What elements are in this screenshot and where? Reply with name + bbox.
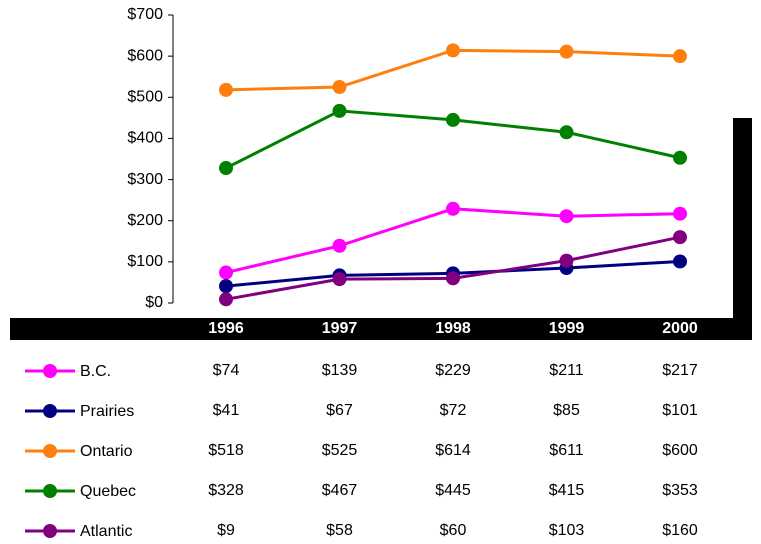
table-cell: $217: [662, 362, 698, 379]
table-cell: $139: [322, 362, 358, 379]
legend-label: Atlantic: [80, 523, 132, 540]
table-cell: $229: [435, 362, 471, 379]
legend-marker: [43, 444, 57, 458]
point: [446, 271, 460, 286]
header-bar: [10, 318, 752, 340]
point: [673, 49, 687, 64]
point: [673, 254, 687, 269]
x-tick-label: 1998: [435, 320, 471, 337]
table-cell: $445: [435, 482, 471, 499]
point: [446, 112, 460, 127]
table-cell: $353: [662, 482, 698, 499]
table-cell: $103: [549, 522, 585, 539]
table-cell: $518: [208, 442, 244, 459]
y-tick-label: $100: [127, 253, 163, 270]
x-tick-label: 2000: [662, 320, 698, 337]
point: [219, 161, 233, 176]
x-tick-label: 1997: [322, 320, 358, 337]
table-cell: $9: [217, 522, 235, 539]
table-cell: $58: [326, 522, 353, 539]
table-cell: $85: [553, 402, 580, 419]
legend-label: Quebec: [80, 483, 136, 500]
table-cell: $160: [662, 522, 698, 539]
table-cell: $101: [662, 402, 698, 419]
point: [219, 292, 233, 307]
table-cell: $525: [322, 442, 358, 459]
legend-marker: [43, 404, 57, 418]
x-tick-label: 1999: [549, 320, 585, 337]
table-cell: $611: [549, 442, 584, 459]
y-tick-label: $700: [127, 6, 163, 23]
point: [446, 201, 460, 216]
table-cell: $60: [440, 522, 467, 539]
table-cell: $614: [435, 442, 471, 459]
point: [559, 253, 574, 268]
table-cell: $328: [208, 482, 244, 499]
table-cell: $600: [662, 442, 698, 459]
y-tick-label: $0: [145, 294, 163, 311]
series-line: [225, 207, 681, 275]
table-cell: $74: [213, 362, 240, 379]
point: [559, 44, 574, 59]
legend-label: Prairies: [80, 403, 134, 420]
point: [332, 103, 347, 118]
table-cell: $415: [549, 482, 585, 499]
table-cell: $467: [322, 482, 358, 499]
point: [219, 279, 233, 294]
point: [559, 125, 574, 140]
side-bar: [733, 118, 752, 340]
legend-marker: [43, 484, 57, 498]
y-tick-label: $300: [127, 171, 163, 188]
legend-label: Ontario: [80, 443, 133, 460]
point: [219, 82, 233, 97]
table-cell: $72: [440, 402, 467, 419]
point: [219, 265, 233, 280]
point: [446, 43, 460, 58]
point: [673, 206, 687, 221]
point: [673, 230, 687, 245]
y-tick-label: $500: [127, 89, 163, 106]
table-cell: $67: [326, 402, 353, 419]
point: [332, 80, 347, 94]
point: [332, 272, 347, 287]
legend-marker: [43, 524, 57, 538]
y-tick-label: $400: [127, 130, 163, 147]
table-cell: $41: [213, 402, 240, 419]
y-tick-label: $600: [127, 47, 163, 64]
point: [559, 209, 574, 224]
legend-label: B.C.: [80, 363, 111, 380]
point: [332, 238, 347, 253]
y-tick-label: $200: [127, 212, 163, 229]
legend-marker: [43, 364, 57, 378]
point: [673, 150, 687, 165]
table-cell: $211: [549, 362, 584, 379]
x-tick-label: 1996: [208, 320, 244, 337]
